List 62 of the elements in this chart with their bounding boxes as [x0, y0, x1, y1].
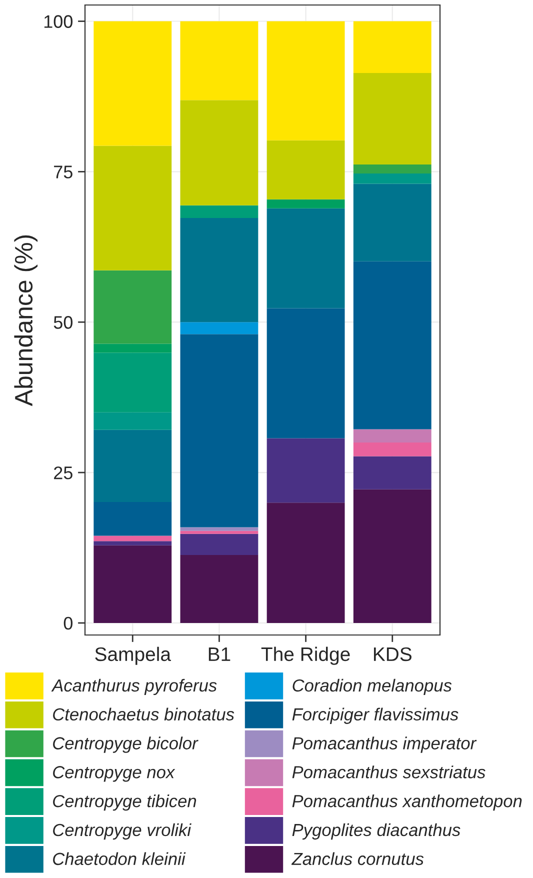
y-tick-label: 50: [54, 316, 72, 329]
bar: [94, 430, 172, 502]
bar: [353, 442, 432, 456]
legend-label: Centropyge vroliki: [53, 823, 192, 840]
bar: [94, 412, 172, 430]
legend-label: Pomacanthus imperator: [292, 736, 477, 753]
legend-label: Forcipiger flavissimus: [292, 708, 458, 724]
bar: [180, 554, 258, 623]
x-tick-label: KDS: [374, 647, 412, 662]
bar: [94, 541, 172, 546]
bar: [353, 164, 432, 174]
bar: [353, 72, 432, 164]
bar: [94, 502, 172, 536]
bar: [180, 334, 258, 528]
y-tick-label: 25: [54, 466, 72, 480]
bar: [353, 261, 432, 430]
legend-label: Pomacanthus sexstriatus: [292, 766, 486, 778]
legend-label: Centropyge bicolor: [53, 736, 198, 753]
bar: [94, 352, 172, 412]
bar: [353, 173, 432, 184]
legend-label: Ctenochaetus binotatus: [53, 708, 234, 721]
legend-label: Chaetodon kleinii: [53, 852, 186, 866]
bar: [180, 100, 258, 206]
y-tick-label: 100: [44, 15, 72, 28]
bar: [180, 205, 258, 218]
y-axis-title: Abundance (%): [14, 235, 38, 406]
bar: [180, 530, 258, 534]
bar: [353, 489, 432, 623]
bar: [266, 199, 345, 208]
bar: [353, 184, 432, 262]
bar: [266, 208, 345, 308]
bar: [180, 21, 258, 100]
bar: [353, 429, 432, 442]
bar: [180, 527, 258, 531]
bar: [353, 21, 432, 73]
x-tick-label: The Ridge: [261, 646, 350, 665]
bar: [94, 21, 172, 146]
x-tick-label: Sampela: [95, 646, 171, 665]
bar: [266, 21, 345, 140]
legend-label: Acanthurus pyroferus: [51, 678, 217, 696]
bar: [94, 536, 172, 542]
y-tick-label: 0: [64, 616, 72, 630]
bar: [180, 534, 258, 555]
x-tick-label: B1: [208, 648, 230, 661]
bar: [266, 308, 345, 438]
bar: [180, 322, 258, 334]
bar: [180, 218, 258, 322]
bar: [94, 545, 172, 623]
legend-label: Centropyge nox: [53, 766, 176, 782]
legend-label: Centropyge tibicen: [53, 794, 196, 811]
bar: [266, 438, 345, 503]
legend-label: Coradion melanopus: [292, 678, 452, 696]
legend-label: Zanclus cornutus: [291, 852, 424, 866]
y-tick-label: 75: [54, 166, 72, 178]
bar: [353, 456, 432, 490]
bar: [266, 140, 345, 200]
legend-label: Pomacanthus xanthometopon: [292, 794, 522, 811]
bar: [94, 270, 172, 344]
legend-label: Pygoplites diacanthus: [292, 823, 460, 840]
bar: [266, 502, 345, 623]
bar: [94, 146, 172, 270]
bar: [94, 344, 172, 353]
